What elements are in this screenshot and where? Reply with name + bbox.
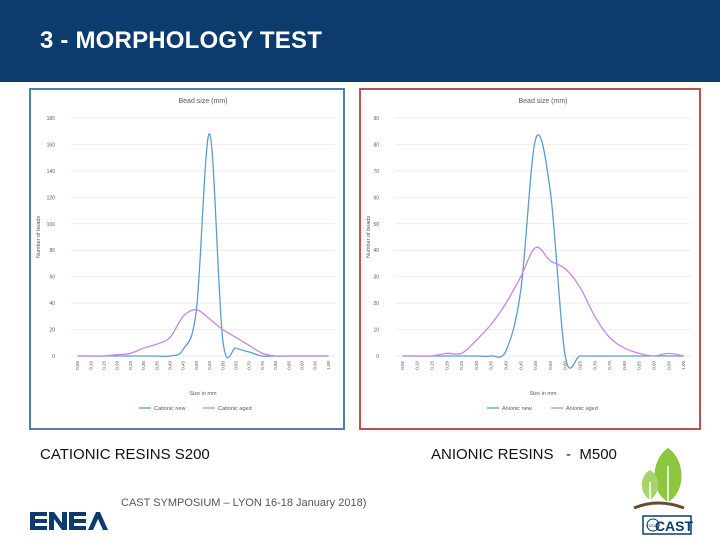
x-tick-label: 0,55 bbox=[207, 361, 212, 370]
x-tick-label: 1,00 bbox=[681, 361, 686, 370]
x-tick-label: 0,05 bbox=[75, 361, 80, 370]
x-tick-label: 1,00 bbox=[326, 361, 331, 370]
x-tick-label: 0,85 bbox=[286, 361, 291, 370]
x-axis-label: Size in mm bbox=[189, 391, 217, 397]
x-tick-label: 0,50 bbox=[194, 361, 199, 370]
x-tick-label: 0,65 bbox=[234, 361, 239, 370]
y-tick-label: 20 bbox=[373, 301, 379, 307]
x-tick-label: 0,05 bbox=[400, 361, 405, 370]
y-tick-label: 10 bbox=[373, 328, 379, 334]
x-tick-label: 0,90 bbox=[652, 361, 657, 370]
legend-label: Cationic aged bbox=[218, 406, 252, 412]
x-tick-label: 0,75 bbox=[607, 361, 612, 370]
x-tick-label: 0,20 bbox=[444, 361, 449, 370]
y-tick-label: 80 bbox=[49, 248, 55, 254]
x-tick-label: 0,85 bbox=[637, 361, 642, 370]
x-tick-label: 0,10 bbox=[88, 361, 93, 370]
y-axis-label: Number of beads bbox=[36, 216, 42, 258]
x-tick-label: 0,80 bbox=[622, 361, 627, 370]
y-tick-label: 30 bbox=[373, 275, 379, 281]
x-tick-label: 0,30 bbox=[474, 361, 479, 370]
anionic-caption: ANIONIC RESINS - M500 bbox=[431, 446, 617, 463]
x-tick-label: 0,60 bbox=[563, 361, 568, 370]
x-tick-label: 0,70 bbox=[592, 361, 597, 370]
cationic-chart: Bead size (mm) 0 20 40 60 80 100 120 140 160 180 Nu… bbox=[36, 98, 335, 412]
x-tick-label: 0,15 bbox=[430, 361, 435, 370]
cast-logo: H2020 CAST bbox=[633, 448, 694, 535]
y-axis-label: Number of beads bbox=[366, 216, 372, 258]
x-tick-label: 0,55 bbox=[548, 361, 553, 370]
y-tick-label: 50 bbox=[373, 222, 379, 228]
y-tick-label: 120 bbox=[47, 195, 56, 201]
x-tick-label: 0,25 bbox=[128, 361, 133, 370]
conference-footer: CAST SYMPOSIUM – LYON 16-18 January 2018… bbox=[121, 497, 367, 509]
x-tick-label: 0,60 bbox=[220, 361, 225, 370]
cationic-caption: CATIONIC RESINS S200 bbox=[40, 446, 210, 463]
slide-header: 3 - MORPHOLOGY TEST bbox=[0, 0, 720, 82]
chart-title: Bead size (mm) bbox=[178, 98, 227, 105]
x-tick-label: 0,35 bbox=[489, 361, 494, 370]
y-tick-label: 60 bbox=[49, 275, 55, 281]
chart-title: Bead size (mm) bbox=[518, 98, 567, 105]
y-tick-label: 80 bbox=[373, 142, 379, 148]
series-line-aged bbox=[77, 309, 329, 357]
cast-badge-text: H2020 bbox=[647, 523, 660, 528]
x-tick-label: 0,75 bbox=[260, 361, 265, 370]
x-tick-label: 0,90 bbox=[300, 361, 305, 370]
cast-logo-text: CAST bbox=[655, 518, 694, 534]
x-tick-label: 0,65 bbox=[578, 361, 583, 370]
anionic-chart-panel: Bead size (mm) 0 10 20 30 40 50 60 70 80 90 Number … bbox=[359, 88, 701, 430]
series-line-new bbox=[77, 133, 329, 359]
slide-title: 3 - MORPHOLOGY TEST bbox=[40, 27, 323, 54]
y-tick-label: 160 bbox=[47, 142, 56, 148]
x-axis-label: Size in mm bbox=[529, 391, 557, 397]
legend-label: Cationic new bbox=[154, 406, 186, 412]
x-tick-label: 0,40 bbox=[504, 361, 509, 370]
x-tick-label: 0,80 bbox=[273, 361, 278, 370]
x-tick-label: 0,35 bbox=[154, 361, 159, 370]
x-tick-label: 0,45 bbox=[181, 361, 186, 370]
anionic-chart: Bead size (mm) 0 10 20 30 40 50 60 70 80 90 Number … bbox=[366, 98, 691, 412]
y-tick-label: 0 bbox=[376, 354, 379, 360]
y-tick-label: 70 bbox=[373, 169, 379, 175]
x-tick-label: 0,20 bbox=[115, 361, 120, 370]
y-tick-label: 40 bbox=[49, 301, 55, 307]
legend-label: Anionic aged bbox=[566, 406, 598, 412]
x-tick-label: 0,50 bbox=[533, 361, 538, 370]
enea-logo bbox=[30, 512, 108, 530]
x-tick-label: 0,30 bbox=[141, 361, 146, 370]
series-line-new bbox=[402, 134, 684, 369]
y-tick-label: 40 bbox=[373, 248, 379, 254]
x-tick-label: 0,25 bbox=[459, 361, 464, 370]
y-tick-label: 180 bbox=[47, 116, 56, 122]
y-tick-label: 60 bbox=[373, 195, 379, 201]
y-tick-label: 20 bbox=[49, 328, 55, 334]
cationic-chart-panel: Bead size (mm) 0 20 40 60 80 100 120 140 160 180 Nu… bbox=[29, 88, 345, 430]
legend-label: Anionic new bbox=[502, 406, 532, 412]
y-tick-label: 90 bbox=[373, 116, 379, 122]
x-tick-label: 0,95 bbox=[666, 361, 671, 370]
x-tick-label: 0,95 bbox=[313, 361, 318, 370]
x-tick-label: 0,15 bbox=[102, 361, 107, 370]
y-tick-label: 100 bbox=[47, 222, 56, 228]
y-tick-label: 0 bbox=[52, 354, 55, 360]
x-tick-label: 0,40 bbox=[168, 361, 173, 370]
y-tick-label: 140 bbox=[47, 169, 56, 175]
x-tick-label: 0,45 bbox=[518, 361, 523, 370]
x-tick-label: 0,70 bbox=[247, 361, 252, 370]
series-line-aged bbox=[402, 246, 684, 357]
x-tick-label: 0,10 bbox=[415, 361, 420, 370]
